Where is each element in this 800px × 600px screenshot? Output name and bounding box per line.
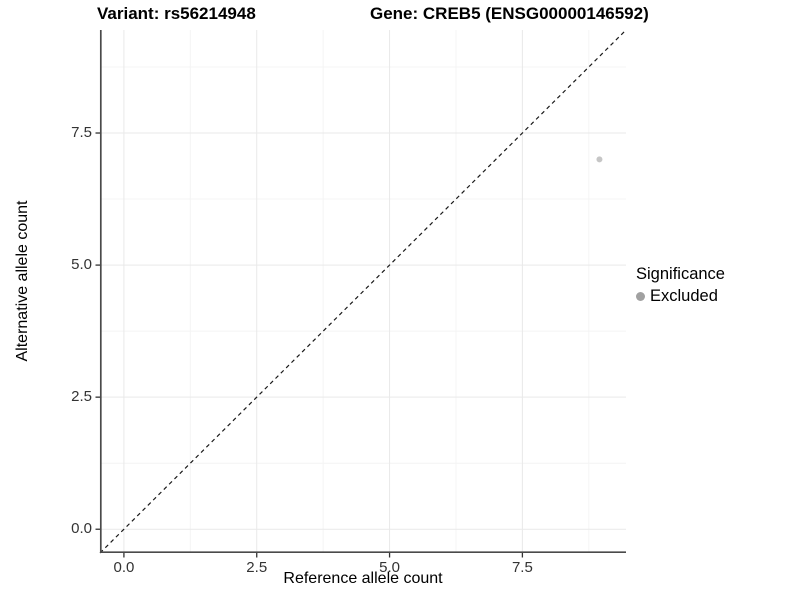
plot-title-gene: Gene: CREB5 (ENSG00000146592) xyxy=(370,4,649,23)
x-tick-label: 5.0 xyxy=(379,559,400,576)
y-tick-label: 5.0 xyxy=(71,256,92,274)
legend-title: Significance xyxy=(636,265,725,283)
y-tick-label: 7.5 xyxy=(71,124,92,141)
x-tick-label: 0.0 xyxy=(113,559,135,576)
legend: Significance Excluded xyxy=(636,265,725,306)
x-tick-label: 2.5 xyxy=(246,559,268,576)
y-axis-title: Alternative allele count xyxy=(14,200,31,362)
identity-dashed-line xyxy=(99,29,627,554)
legend-key-dot-icon xyxy=(636,291,645,301)
data-point xyxy=(596,156,603,163)
legend-item-excluded: Excluded xyxy=(636,287,725,306)
x-axis-title: Reference allele count xyxy=(283,570,443,587)
legend-item-label: Excluded xyxy=(650,286,718,305)
y-tick-label: 0.0 xyxy=(71,520,92,538)
plot-canvas xyxy=(95,29,627,558)
plot-title-variant: Variant: rs56214948 xyxy=(97,4,256,23)
plot-panel xyxy=(95,29,627,558)
y-tick-label: 2.5 xyxy=(71,388,92,406)
x-tick-label: 7.5 xyxy=(511,559,533,576)
